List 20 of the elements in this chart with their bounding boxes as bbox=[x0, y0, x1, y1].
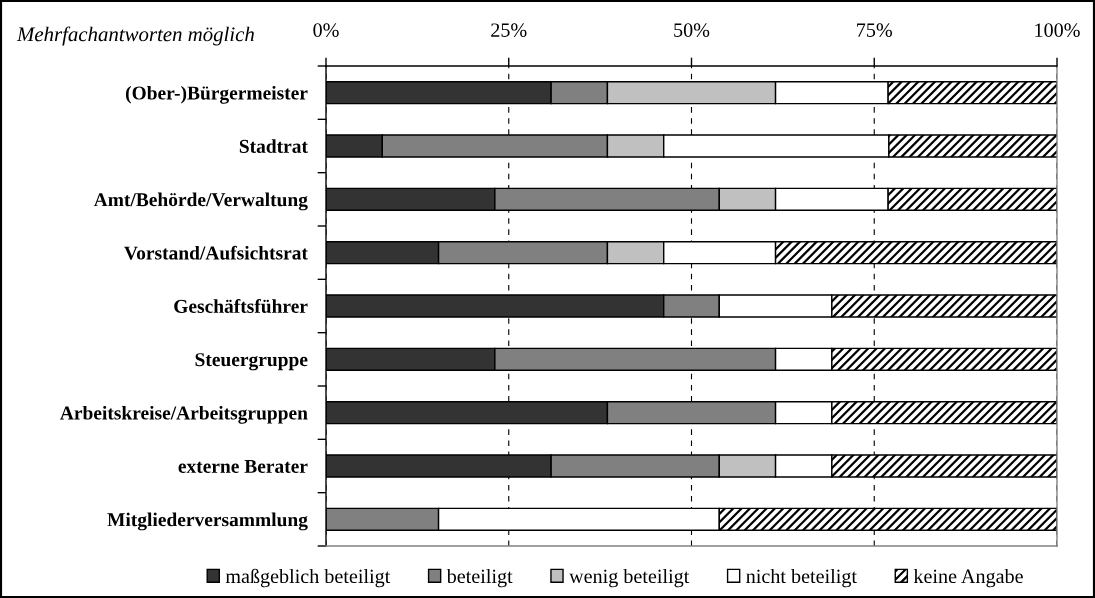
x-tick-label: 25% bbox=[491, 23, 527, 37]
legend-label: keine Angabe bbox=[913, 568, 1023, 588]
x-tick-label: 100% bbox=[1035, 23, 1080, 37]
legend-label: beteiligt bbox=[446, 568, 513, 588]
y-tick-label: externe Berater bbox=[178, 460, 308, 473]
y-tick-label: Steuergruppe bbox=[195, 353, 308, 371]
y-tick-label: Amt/Behörde/Verwaltung bbox=[93, 192, 308, 211]
x-tick-label: 50% bbox=[674, 23, 710, 37]
y-tick-label: (Ober-)Bürgermeister bbox=[125, 85, 308, 104]
y-tick-label: Arbeitskreise/Arbeitsgruppen bbox=[60, 405, 308, 424]
y-tick-label: Vorstand/Aufsichtsrat bbox=[124, 245, 308, 260]
legend-label: nicht beteiligt bbox=[746, 568, 857, 588]
y-tick-label: Stadtrat bbox=[239, 139, 308, 153]
y-tick-label: Geschäftsführer bbox=[174, 299, 308, 313]
y-tick-label: Mitgliederversammlung bbox=[107, 512, 308, 531]
x-tick-label: 0% bbox=[313, 23, 339, 37]
legend-label: maßgeblich beteiligt bbox=[225, 568, 391, 588]
legend-label: wenig beteiligt bbox=[569, 568, 690, 588]
x-tick-label: 75% bbox=[857, 23, 893, 37]
text: Mehrfachantworten möglich bbox=[16, 26, 254, 46]
